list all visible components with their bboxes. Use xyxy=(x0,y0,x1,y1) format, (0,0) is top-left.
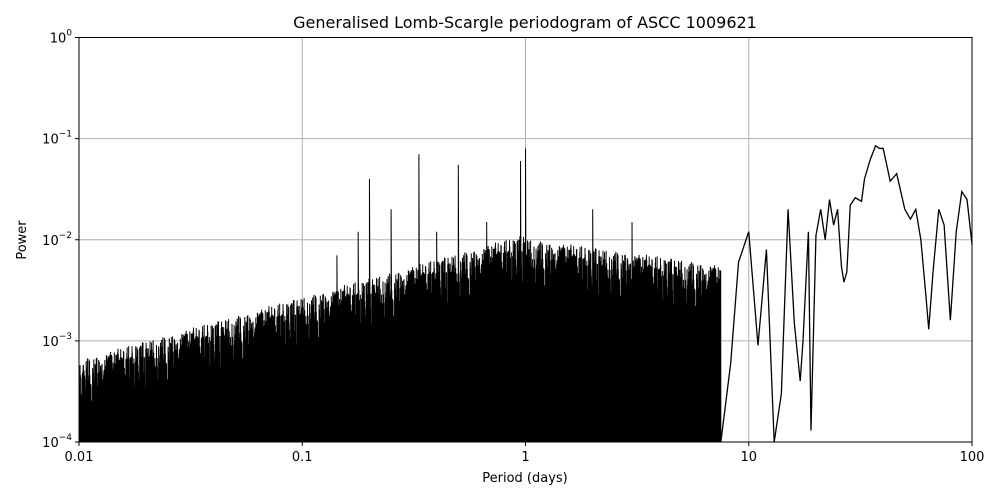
y-tick-label: 10−4 xyxy=(42,433,72,451)
y-axis-label: Power xyxy=(15,220,30,260)
axis-ticks: 0.01 0.1 1 10 100 10−4 10−3 10−2 10−1 100 xyxy=(42,29,984,466)
x-tick-label: 0.1 xyxy=(292,450,313,465)
y-tick-label: 10−1 xyxy=(42,130,72,148)
x-axis-label: Period (days) xyxy=(482,471,568,486)
x-tick-label: 100 xyxy=(960,450,985,465)
periodogram-series-line xyxy=(720,144,973,443)
y-tick-label: 10−3 xyxy=(42,332,72,350)
chart-title: Generalised Lomb-Scargle periodogram of … xyxy=(293,13,757,32)
y-tick-label: 10−2 xyxy=(42,231,72,249)
x-tick-label: 0.01 xyxy=(65,450,94,465)
x-tick-label: 10 xyxy=(740,450,757,465)
x-tick-label: 1 xyxy=(521,450,529,465)
y-tick-label: 100 xyxy=(50,29,73,47)
